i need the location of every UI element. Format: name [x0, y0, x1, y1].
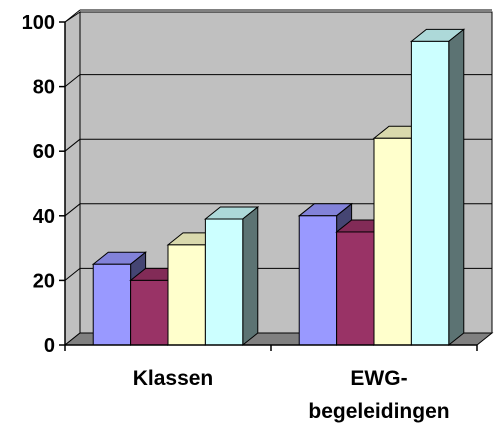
bar-front-face	[336, 231, 375, 346]
bar-side-face	[242, 205, 259, 347]
bar-front-face	[204, 218, 244, 346]
bar-front-face	[298, 215, 338, 346]
category-label: EWG-begeleidingen	[308, 367, 449, 423]
gridline-side	[64, 138, 81, 152]
gridline-side	[64, 203, 81, 217]
bar-front-face	[92, 263, 132, 346]
bars	[91, 28, 466, 347]
category-label-line: begeleidingen	[308, 400, 449, 423]
gridline-side	[64, 268, 81, 281]
category-label-line: Klassen	[133, 367, 214, 390]
bar	[409, 28, 466, 347]
bar-front-face	[130, 279, 169, 346]
bar-front-face	[373, 137, 412, 346]
y-tick-label: 80	[33, 77, 55, 99]
y-tick-labels: 0 20 40 60 80 100	[22, 12, 478, 357]
y-tick-label: 0	[44, 335, 55, 357]
category-label-line: EWG-	[350, 367, 407, 390]
y-tick-label: 20	[33, 270, 55, 292]
bar	[203, 205, 260, 347]
category-labels: Klassen EWG-begeleidingen	[133, 367, 450, 423]
gridline-side	[64, 9, 81, 23]
bar-front-face	[167, 244, 206, 346]
bar-front-face	[410, 40, 450, 346]
y-tick-label: 100	[22, 12, 55, 34]
category-label: Klassen	[133, 367, 214, 390]
side-wall	[64, 11, 81, 347]
bar-side-face	[448, 28, 465, 347]
gridline-side	[64, 74, 81, 87]
y-tick-label: 60	[33, 141, 55, 163]
y-tick-label: 40	[33, 206, 55, 228]
